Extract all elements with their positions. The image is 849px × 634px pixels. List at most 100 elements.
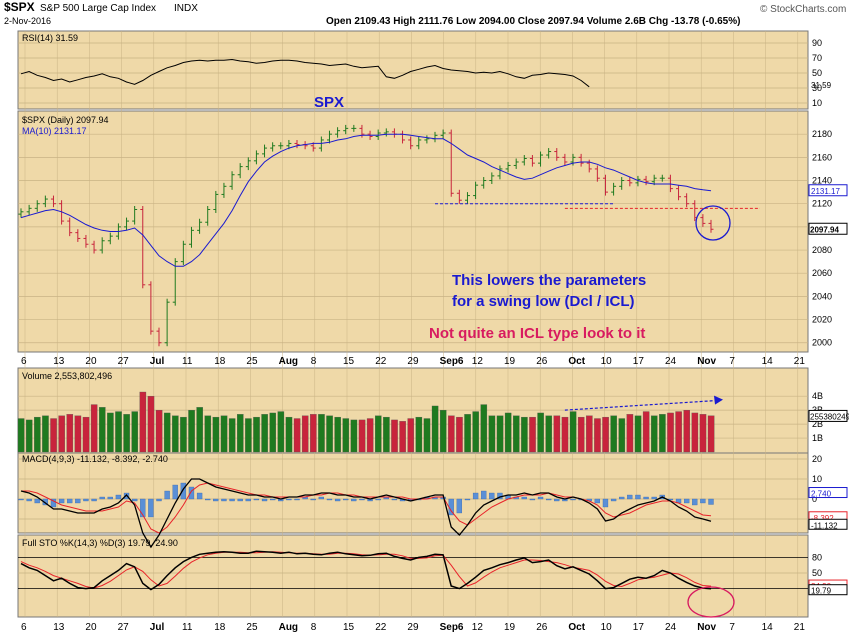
macd-tick-label: 20 xyxy=(812,454,822,464)
index-name: S&P 500 Large Cap Index xyxy=(40,3,156,14)
volume-bar xyxy=(139,391,147,453)
date-label-mid: 8 xyxy=(311,356,317,367)
macd-histogram-bar xyxy=(456,498,463,514)
rsi-panel xyxy=(17,30,809,110)
volume-tick-label: 4B xyxy=(812,391,823,401)
date-label-bottom: 25 xyxy=(246,622,258,633)
volume-bar xyxy=(277,411,285,453)
stockcharts-logo: © StockCharts.com xyxy=(760,4,846,15)
volume-bar xyxy=(310,414,317,453)
macd-tick-label: 0 xyxy=(812,494,817,504)
date-label-mid: 20 xyxy=(85,356,97,367)
date-label-mid: 26 xyxy=(536,356,548,367)
volume-bar xyxy=(25,419,33,453)
date-label-mid: 29 xyxy=(407,356,419,367)
date-label-bottom: 13 xyxy=(53,622,65,633)
price-tick-label: 2180 xyxy=(812,129,832,139)
macd-histogram-bar xyxy=(213,498,219,502)
rsi-tick-label: 30 xyxy=(812,83,822,93)
volume-bar xyxy=(155,409,163,453)
macd-histogram-bar xyxy=(700,498,706,504)
volume-bar xyxy=(699,414,707,453)
volume-bar xyxy=(228,418,236,453)
volume-bar xyxy=(545,415,552,453)
close-value-box xyxy=(808,222,848,235)
date-label-bottom: 19 xyxy=(504,622,516,633)
date-label-bottom: 14 xyxy=(762,622,774,633)
volume-label: Volume 2,553,802,496 xyxy=(22,371,112,381)
volume-bar xyxy=(107,412,114,453)
macd-histogram-bar xyxy=(635,494,641,500)
volume-bar xyxy=(683,409,690,453)
sto-k-line xyxy=(20,550,712,591)
date-label-mid: 25 xyxy=(246,356,258,367)
rsi-line xyxy=(20,58,590,88)
macd-value-label: -8.392 xyxy=(811,514,834,523)
macd-histogram-bar xyxy=(269,498,276,501)
volume-bar xyxy=(261,414,268,453)
date-label-mid: 7 xyxy=(729,356,735,367)
date-label-bottom: 18 xyxy=(214,622,226,633)
macd-histogram-bar xyxy=(34,498,40,504)
axis-labels: 907050301031.592180216021402120210020802… xyxy=(21,38,849,633)
volume-bar xyxy=(634,415,642,453)
volume-bar xyxy=(626,414,634,453)
macd-plot xyxy=(18,478,714,549)
macd-histogram-bar xyxy=(83,498,89,502)
volume-bar xyxy=(407,418,414,453)
ohlc-summary: Open 2109.43 High 2111.76 Low 2094.00 Cl… xyxy=(326,16,740,27)
date-label-mid: 13 xyxy=(53,356,65,367)
macd-histogram-bar xyxy=(627,494,633,500)
macd-histogram-bar xyxy=(188,486,195,500)
volume-bar xyxy=(586,415,593,453)
volume-bar xyxy=(464,414,471,453)
volume-bar xyxy=(488,415,496,453)
macd-histogram-bar xyxy=(643,496,649,500)
price-tick-label: 2160 xyxy=(812,152,832,162)
volume-bar xyxy=(529,416,536,453)
date-label-bottom: Jul xyxy=(150,622,165,633)
price-tick-label: 2080 xyxy=(812,245,832,255)
volume-bar xyxy=(163,412,171,453)
volume-bar xyxy=(285,416,293,453)
date-label-bottom: 29 xyxy=(407,622,419,633)
rsi-tick-label: 90 xyxy=(812,38,822,48)
price-circle-highlight xyxy=(695,205,731,241)
macd-histogram-bar xyxy=(683,498,690,504)
volume-bar xyxy=(375,415,382,453)
macd-histogram-bar xyxy=(115,494,122,500)
macd-histogram-bar xyxy=(472,492,479,500)
volume-bar xyxy=(691,412,699,453)
price-tick-label: 2020 xyxy=(812,315,832,325)
macd-histogram-bar xyxy=(140,498,146,518)
date-label-mid: 21 xyxy=(794,356,806,367)
date-label-mid: Oct xyxy=(568,356,585,367)
volume-bar xyxy=(90,404,98,453)
volume-bar xyxy=(82,416,90,453)
volume-bar xyxy=(391,419,398,453)
volume-bar xyxy=(42,415,49,453)
macd-panel xyxy=(17,452,809,534)
date-label-mid: 10 xyxy=(601,356,613,367)
macd-tick-label: 10 xyxy=(812,474,822,484)
macd-histogram-bar xyxy=(610,498,617,502)
macd-histogram-bar xyxy=(172,484,178,500)
volume-bar xyxy=(561,416,569,453)
date-label-bottom: 20 xyxy=(85,622,97,633)
volume-bar xyxy=(253,416,260,453)
annotation-line-1: This lowers the parameters xyxy=(452,272,646,289)
volume-bar xyxy=(74,415,82,453)
annotation-line-3: Not quite an ICL type look to it xyxy=(429,325,645,342)
macd-value-label: -11.132 xyxy=(811,521,838,530)
volume-tick-label: 1B xyxy=(812,433,823,443)
rsi-tick-label: 70 xyxy=(812,53,822,63)
macd-histogram-bar xyxy=(554,498,560,502)
volume-bar xyxy=(439,409,447,453)
date-label-bottom: Oct xyxy=(568,622,585,633)
volume-bar xyxy=(188,409,195,453)
date-label-bottom: 7 xyxy=(729,622,735,633)
date-label-bottom: Nov xyxy=(697,622,716,633)
price-panel xyxy=(17,110,809,353)
volume-bar xyxy=(504,412,512,453)
macd-histogram-bar xyxy=(58,498,65,504)
